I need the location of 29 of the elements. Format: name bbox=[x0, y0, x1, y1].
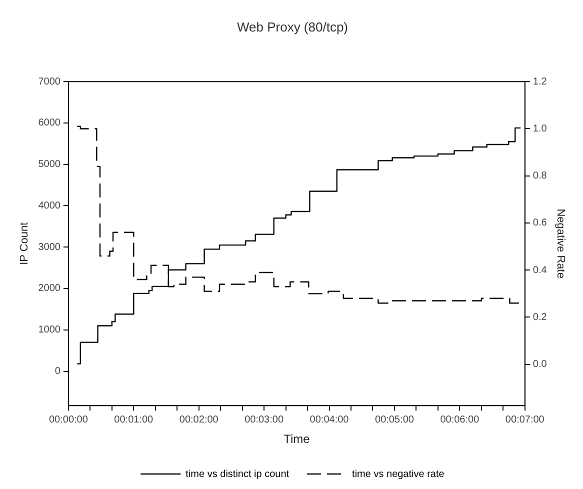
y2-tick-label: 0.8 bbox=[532, 170, 548, 182]
legend-label: time vs negative rate bbox=[352, 468, 445, 480]
y-tick-label: 6000 bbox=[38, 118, 61, 129]
x-axis-title: Time bbox=[284, 432, 310, 446]
y2-tick-label: 0.4 bbox=[532, 264, 548, 276]
y2-tick-label: 0.0 bbox=[532, 359, 548, 370]
x-tick-label: 00:01:00 bbox=[114, 414, 154, 426]
x-tick-label: 00:07:00 bbox=[505, 414, 545, 426]
y-tick-label: 7000 bbox=[38, 76, 61, 88]
y2-tick-label: 0.6 bbox=[532, 218, 548, 229]
x-tick-label: 00:05:00 bbox=[375, 414, 414, 426]
x-tick-label: 00:04:00 bbox=[310, 414, 350, 426]
x-tick-label: 00:02:00 bbox=[179, 414, 219, 426]
y2-tick-label: 1.2 bbox=[532, 76, 548, 88]
legend-label: time vs distinct ip count bbox=[186, 468, 290, 480]
y2-tick-label: 1.0 bbox=[532, 123, 548, 134]
y-tick-label: 1000 bbox=[38, 324, 61, 336]
x-tick-label: 00:00:00 bbox=[48, 414, 88, 426]
x-tick-label: 00:06:00 bbox=[440, 414, 480, 426]
y-tick-label: 3000 bbox=[38, 242, 61, 253]
y-tick-label: 0 bbox=[54, 366, 61, 378]
y-axis-title: IP Count bbox=[18, 222, 31, 265]
y-tick-label: 4000 bbox=[38, 200, 61, 212]
x-tick-label: 00:03:00 bbox=[244, 414, 284, 426]
y-tick-label: 2000 bbox=[38, 283, 61, 294]
chart-title: Web Proxy (80/tcp) bbox=[236, 19, 348, 34]
y2-axis-title: Negative Rate bbox=[554, 208, 566, 278]
y2-tick-label: 0.2 bbox=[532, 312, 548, 323]
y-tick-label: 5000 bbox=[38, 159, 61, 170]
